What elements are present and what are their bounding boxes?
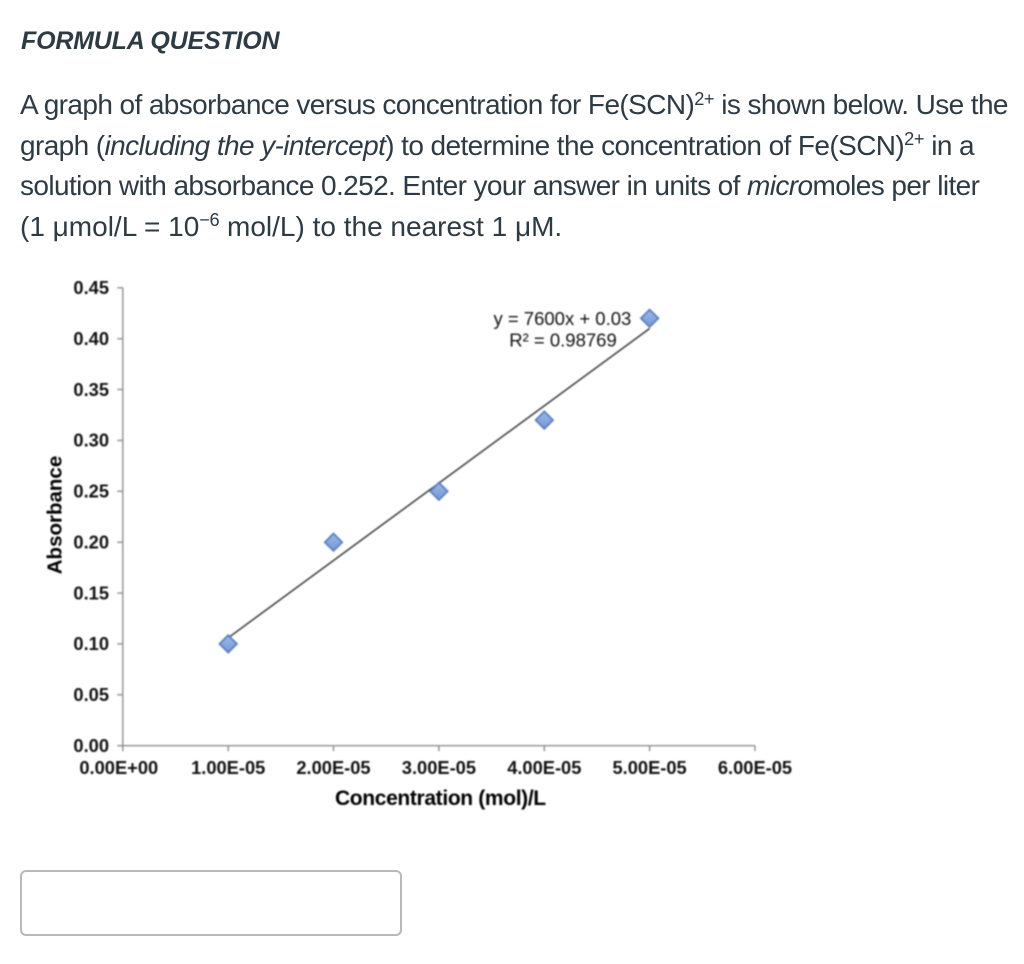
svg-text:0.00E+00: 0.00E+00 xyxy=(79,757,158,778)
svg-text:0.35: 0.35 xyxy=(73,379,109,400)
svg-text:0.20: 0.20 xyxy=(73,532,109,553)
svg-text:0.00: 0.00 xyxy=(73,735,109,756)
svg-text:Absorbance: Absorbance xyxy=(44,456,67,574)
svg-text:0.40: 0.40 xyxy=(73,328,109,349)
svg-text:R² = 0.98769: R² = 0.98769 xyxy=(509,330,616,351)
svg-text:4.00E-05: 4.00E-05 xyxy=(507,757,581,778)
svg-text:0.30: 0.30 xyxy=(73,430,109,451)
svg-text:2.00E-05: 2.00E-05 xyxy=(296,757,370,778)
svg-text:0.05: 0.05 xyxy=(73,684,109,705)
svg-text:0.25: 0.25 xyxy=(73,481,109,502)
svg-text:6.00E-05: 6.00E-05 xyxy=(718,757,792,778)
svg-text:0.10: 0.10 xyxy=(73,633,109,654)
svg-text:1.00E-05: 1.00E-05 xyxy=(191,757,265,778)
svg-text:Concentration (mol)/L: Concentration (mol)/L xyxy=(335,787,546,810)
svg-text:3.00E-05: 3.00E-05 xyxy=(402,757,476,778)
svg-text:y = 7600x + 0.03: y = 7600x + 0.03 xyxy=(493,308,631,329)
svg-text:5.00E-05: 5.00E-05 xyxy=(612,757,686,778)
svg-text:0.45: 0.45 xyxy=(73,277,109,298)
svg-text:0.15: 0.15 xyxy=(73,582,109,603)
